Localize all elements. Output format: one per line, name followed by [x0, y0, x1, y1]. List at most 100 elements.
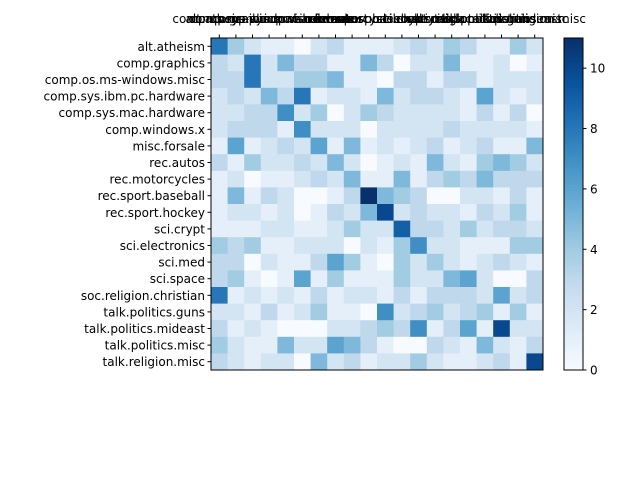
heatmap-cell: [294, 303, 311, 321]
heatmap-cell: [460, 121, 477, 138]
heatmap-cell: [460, 287, 477, 304]
heatmap-cell: [526, 353, 544, 371]
heatmap-cell: [244, 137, 262, 155]
heatmap-cell: [493, 71, 511, 89]
heatmap-cell: [377, 87, 394, 105]
colorbar-segment: [564, 256, 583, 260]
heatmap-cell: [327, 303, 345, 321]
colorbar-segment: [564, 320, 583, 324]
heatmap-cell: [526, 270, 544, 288]
colorbar-segment: [564, 239, 583, 244]
heatmap-cell: [343, 137, 361, 155]
heatmap-cell: [426, 287, 444, 304]
heatmap-cell: [377, 287, 394, 304]
heatmap-cell: [476, 204, 494, 221]
heatmap-cell: [343, 336, 361, 354]
heatmap-cell: [211, 237, 228, 255]
heatmap-cell: [327, 353, 345, 371]
y-tick-label: sci.crypt: [154, 222, 205, 236]
heatmap-cell: [476, 137, 494, 155]
colorbar-segment: [564, 295, 583, 299]
colorbar-segment: [564, 165, 583, 169]
colorbar-segment: [564, 328, 583, 332]
heatmap-cell: [526, 187, 544, 205]
colorbar-segment: [564, 350, 583, 354]
heatmap-cell: [211, 320, 228, 338]
heatmap-cell: [343, 187, 361, 205]
heatmap-cell: [260, 287, 278, 304]
heatmap-cell: [277, 287, 295, 304]
colorbar-segment: [564, 292, 583, 296]
colorbar-segment: [564, 334, 583, 338]
heatmap-cell: [393, 353, 411, 371]
heatmap-cell: [493, 320, 511, 338]
heatmap-cell: [327, 121, 345, 138]
heatmap-cell: [360, 270, 378, 288]
heatmap-cell: [360, 170, 378, 188]
heatmap-cell: [509, 204, 527, 221]
heatmap-cell: [327, 336, 345, 354]
heatmap-cell: [277, 54, 295, 72]
heatmap-cell: [476, 303, 494, 321]
heatmap-cell: [443, 154, 461, 172]
heatmap-cell: [244, 170, 262, 188]
heatmap-cell: [460, 237, 477, 255]
heatmap-cell: [227, 187, 245, 205]
heatmap-cell: [343, 104, 361, 122]
heatmap-cell: [377, 303, 394, 321]
colorbar-segment: [564, 115, 583, 119]
heatmap-cell: [509, 154, 527, 172]
heatmap-cell: [509, 336, 527, 354]
heatmap-cell: [294, 154, 311, 172]
heatmap-cell: [443, 137, 461, 155]
heatmap-cell: [244, 253, 262, 271]
heatmap-cell: [327, 87, 345, 105]
colorbar-segment: [564, 181, 583, 186]
heatmap-cell: [377, 220, 394, 238]
x-tick-label: talk.politics.mideast: [441, 12, 562, 26]
heatmap-cell: [443, 71, 461, 89]
heatmap-cell: [426, 154, 444, 172]
heatmap-cell: [377, 54, 394, 72]
colorbar-segment: [564, 54, 583, 58]
colorbar-segment: [564, 73, 583, 78]
heatmap-cell: [244, 187, 262, 205]
colorbar-segment: [564, 101, 583, 105]
colorbar-tick-label: 6: [590, 182, 598, 196]
heatmap-cell: [327, 137, 345, 155]
heatmap-cell: [526, 320, 544, 338]
heatmap-cell: [277, 121, 295, 138]
heatmap-cell: [277, 170, 295, 188]
y-tick-label: comp.sys.mac.hardware: [59, 106, 205, 120]
colorbar-segment: [564, 314, 583, 318]
heatmap-cell: [493, 154, 511, 172]
heatmap-cell: [426, 137, 444, 155]
heatmap-cell: [360, 38, 378, 55]
x-tick-label: talk.religion.misc: [483, 12, 585, 26]
heatmap-cell: [360, 137, 378, 155]
heatmap-cell: [493, 287, 511, 304]
x-tick-label: talk.politics.guns: [434, 12, 536, 26]
y-tick-label: sci.space: [150, 272, 205, 286]
colorbar: 0 2 4 6 8 10: [563, 37, 605, 378]
colorbar-segment: [564, 38, 583, 42]
heatmap-cell: [360, 187, 378, 205]
heatmap-cell: [393, 270, 411, 288]
heatmap-cell: [410, 71, 428, 89]
heatmap-cell: [327, 270, 345, 288]
x-tick-label: rec.sport.hockey: [335, 12, 435, 26]
x-tick-label: rec.autos: [308, 12, 364, 26]
y-tick-label: rec.sport.hockey: [105, 206, 205, 220]
heatmap-cell: [227, 353, 245, 371]
heatmap-cell: [443, 237, 461, 255]
heatmap-cell: [460, 54, 477, 72]
heatmap-cell: [509, 38, 527, 55]
heatmap-cell: [476, 320, 494, 338]
heatmap-cell: [509, 320, 527, 338]
colorbar-segment: [564, 132, 583, 136]
heatmap-cell: [310, 71, 328, 89]
colorbar-segment: [564, 300, 583, 305]
x-tick-label: sci.med: [412, 12, 459, 26]
heatmap-cell: [360, 237, 378, 255]
heatmap-cell: [310, 287, 328, 304]
